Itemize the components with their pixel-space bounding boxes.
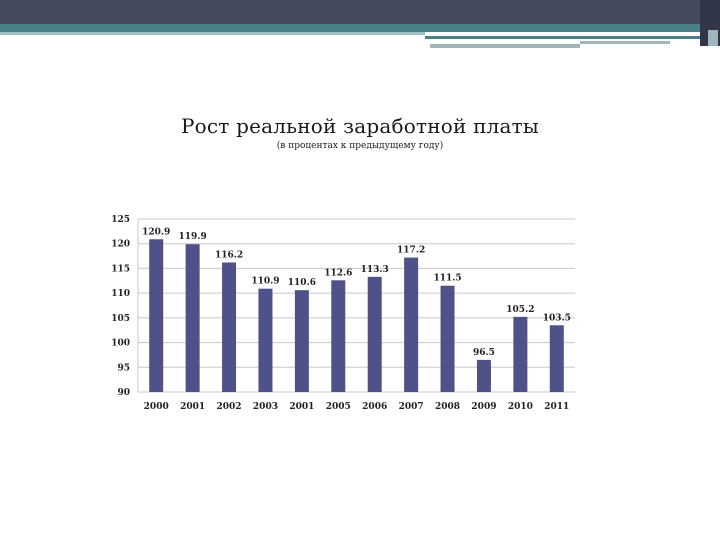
y-tick-label: 120 [111, 240, 130, 250]
x-tick-label: 2007 [399, 402, 424, 412]
x-tick-label: 2010 [508, 402, 533, 412]
y-tick-label: 105 [111, 314, 130, 324]
bar [222, 262, 237, 392]
slide-subtitle: (в процентах к предыдущему году) [276, 141, 444, 151]
bar [185, 244, 200, 392]
bar [440, 285, 455, 392]
x-tick-label: 2002 [217, 402, 242, 412]
bar [367, 276, 382, 392]
data-label: 112.6 [324, 268, 352, 278]
x-tick-label: 2006 [362, 402, 387, 412]
x-tick-label: 2003 [253, 402, 278, 412]
header-stripe [0, 24, 720, 32]
x-tick-label: 2000 [144, 402, 169, 412]
data-label: 116.2 [215, 250, 243, 260]
bar [331, 280, 346, 392]
slide-header-bar [0, 0, 720, 24]
x-tick-label: 2011 [544, 402, 569, 412]
y-tick-label: 90 [117, 388, 130, 398]
header-corner-block [700, 0, 720, 46]
y-tick-label: 100 [111, 339, 130, 349]
x-tick-label: 2009 [471, 402, 496, 412]
header-stripe [430, 44, 580, 48]
bar [549, 325, 564, 392]
data-label: 105.2 [506, 305, 534, 315]
data-label: 113.3 [361, 265, 389, 275]
y-tick-label: 125 [111, 215, 130, 225]
y-tick-label: 115 [111, 264, 130, 274]
data-label: 117.2 [397, 246, 425, 256]
x-tick-label: 2001 [180, 402, 205, 412]
x-tick-label: 2008 [435, 402, 460, 412]
x-tick-label: 2001 [289, 402, 314, 412]
bar [294, 290, 309, 392]
header-stripe [425, 36, 715, 39]
bar [258, 288, 273, 392]
slide-title: Рост реальной заработной платы [180, 114, 540, 138]
bar [476, 359, 491, 392]
bar [149, 239, 164, 392]
header-stripe [0, 32, 425, 35]
y-tick-label: 95 [117, 363, 130, 373]
bar [404, 257, 419, 392]
data-label: 119.9 [179, 232, 207, 242]
data-label: 111.5 [433, 274, 461, 284]
data-label: 110.6 [288, 278, 316, 288]
data-label: 120.9 [142, 227, 170, 237]
x-tick-label: 2005 [326, 402, 351, 412]
bar [513, 316, 528, 392]
data-label: 110.9 [251, 277, 279, 287]
data-label: 103.5 [543, 313, 571, 323]
header-stripe [580, 41, 670, 44]
y-tick-label: 110 [111, 289, 130, 299]
data-label: 96.5 [473, 348, 495, 358]
header-corner-accent [708, 30, 718, 46]
